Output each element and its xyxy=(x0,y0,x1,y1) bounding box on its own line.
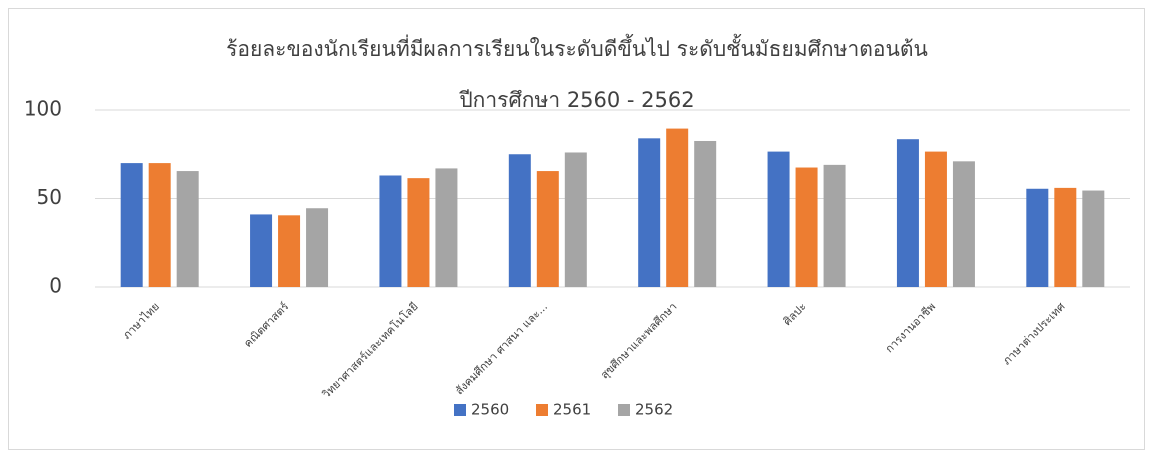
bar xyxy=(176,171,199,287)
bar xyxy=(564,152,587,287)
legend-label: 2560 xyxy=(471,401,509,419)
bar xyxy=(508,154,531,287)
chart-title: ร้อยละของนักเรียนที่มีผลการเรียนในระดับด… xyxy=(226,34,928,61)
y-tick-label: 100 xyxy=(24,97,62,121)
bar xyxy=(823,164,846,287)
bar xyxy=(278,215,301,287)
bar xyxy=(638,138,661,287)
legend-label: 2562 xyxy=(635,401,673,419)
bar xyxy=(1082,190,1105,287)
bar xyxy=(1054,187,1077,287)
bar xyxy=(250,214,273,287)
bar xyxy=(148,163,171,287)
legend-swatch xyxy=(618,404,630,416)
legend-swatch xyxy=(536,404,548,416)
bar xyxy=(435,168,458,287)
bar xyxy=(407,178,430,287)
bar xyxy=(767,151,790,287)
bar xyxy=(120,163,143,287)
bar xyxy=(306,208,329,287)
bar xyxy=(924,151,947,287)
bar xyxy=(666,128,689,287)
bar xyxy=(952,161,975,287)
bar xyxy=(896,139,919,287)
legend-label: 2561 xyxy=(553,401,591,419)
y-tick-label: 0 xyxy=(49,274,62,298)
y-tick-label: 50 xyxy=(37,185,62,209)
bar xyxy=(795,167,818,287)
bar xyxy=(1026,188,1049,287)
bar xyxy=(694,140,717,287)
bar xyxy=(379,175,402,287)
chart-title: ปีการศึกษา 2560 - 2562 xyxy=(459,88,695,112)
legend-swatch xyxy=(454,404,466,416)
bar xyxy=(536,171,559,287)
